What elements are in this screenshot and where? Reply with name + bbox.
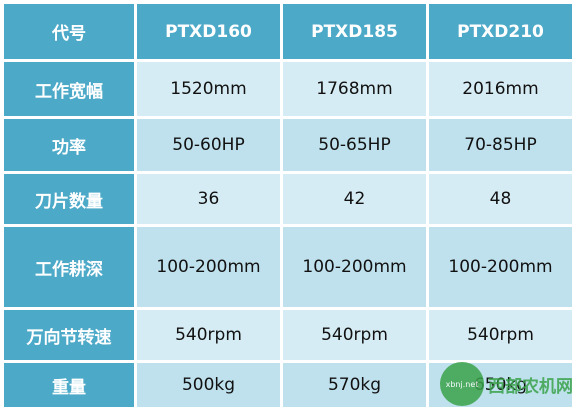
- row-label: 工作宽幅: [4, 62, 134, 116]
- data-cell: 540rpm: [429, 310, 572, 360]
- row-label: 重量: [4, 363, 134, 407]
- data-cell: 100-200mm: [429, 227, 572, 307]
- row-label: 刀片数量: [4, 174, 134, 224]
- row-label: 万向节转速: [4, 310, 134, 360]
- data-cell: 540rpm: [283, 310, 426, 360]
- data-cell: 36: [137, 174, 280, 224]
- data-cell: 48: [429, 174, 572, 224]
- header-cell: 代号: [4, 4, 134, 59]
- header-cell: PTXD160: [137, 4, 280, 59]
- watermark: xbnj.net 西部农机网: [440, 362, 573, 406]
- watermark-url: xbnj.net: [440, 362, 484, 406]
- data-cell: 1520mm: [137, 62, 280, 116]
- data-cell: 70-85HP: [429, 119, 572, 171]
- data-cell: 100-200mm: [137, 227, 280, 307]
- header-cell: PTXD210: [429, 4, 572, 59]
- watermark-name: 西部农机网: [488, 376, 573, 397]
- row-label: 功率: [4, 119, 134, 171]
- data-cell: 50-60HP: [137, 119, 280, 171]
- data-cell: 2016mm: [429, 62, 572, 116]
- data-cell: 50-65HP: [283, 119, 426, 171]
- spec-table: 代号 PTXD160 PTXD185 PTXD210 工作宽幅 1520mm 1768mm 2…: [4, 4, 572, 413]
- data-cell: 1768mm: [283, 62, 426, 116]
- data-cell: 570kg: [283, 363, 426, 407]
- data-cell: 500kg: [137, 363, 280, 407]
- row-label: 工作耕深: [4, 227, 134, 307]
- data-cell: 42: [283, 174, 426, 224]
- data-cell: 100-200mm: [283, 227, 426, 307]
- header-cell: PTXD185: [283, 4, 426, 59]
- data-cell: 540rpm: [137, 310, 280, 360]
